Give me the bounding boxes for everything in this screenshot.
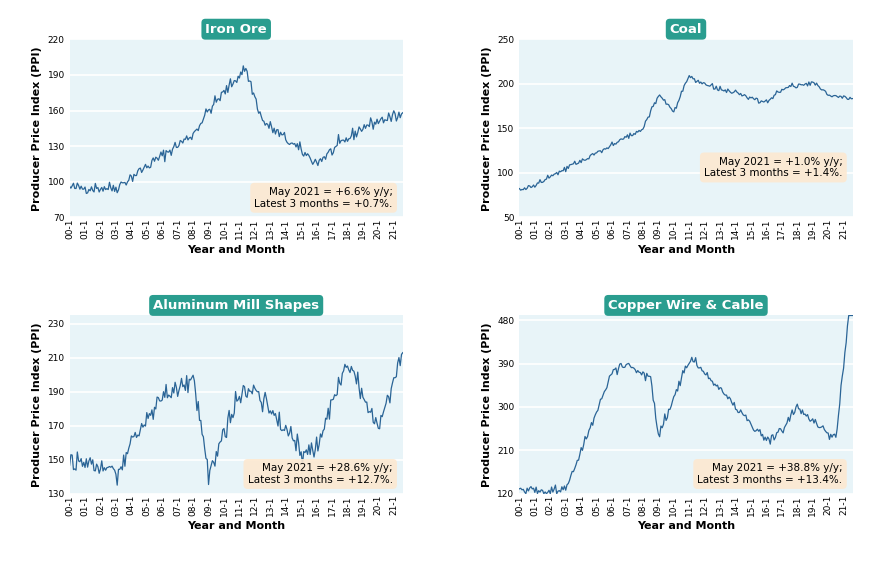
Text: May 2021 = +1.0% y/y;
Latest 3 months = +1.4%.: May 2021 = +1.0% y/y; Latest 3 months = … [703, 157, 842, 178]
X-axis label: Year and Month: Year and Month [187, 245, 285, 255]
Text: May 2021 = +6.6% y/y;
Latest 3 months = +0.7%.: May 2021 = +6.6% y/y; Latest 3 months = … [254, 187, 392, 209]
Y-axis label: Producer Price Index (PPI): Producer Price Index (PPI) [481, 46, 491, 211]
Y-axis label: Producer Price Index (PPI): Producer Price Index (PPI) [481, 322, 491, 487]
X-axis label: Year and Month: Year and Month [187, 521, 285, 531]
X-axis label: Year and Month: Year and Month [636, 521, 734, 531]
Text: May 2021 = +38.8% y/y;
Latest 3 months = +13.4%.: May 2021 = +38.8% y/y; Latest 3 months =… [697, 463, 842, 485]
Text: Coal: Coal [669, 22, 701, 36]
Y-axis label: Producer Price Index (PPI): Producer Price Index (PPI) [32, 322, 42, 487]
Text: May 2021 = +28.6% y/y;
Latest 3 months = +12.7%.: May 2021 = +28.6% y/y; Latest 3 months =… [248, 463, 392, 485]
X-axis label: Year and Month: Year and Month [636, 245, 734, 255]
Text: Aluminum Mill Shapes: Aluminum Mill Shapes [153, 299, 319, 312]
Y-axis label: Producer Price Index (PPI): Producer Price Index (PPI) [32, 46, 42, 211]
Text: Iron Ore: Iron Ore [205, 22, 267, 36]
Text: Copper Wire & Cable: Copper Wire & Cable [607, 299, 763, 312]
